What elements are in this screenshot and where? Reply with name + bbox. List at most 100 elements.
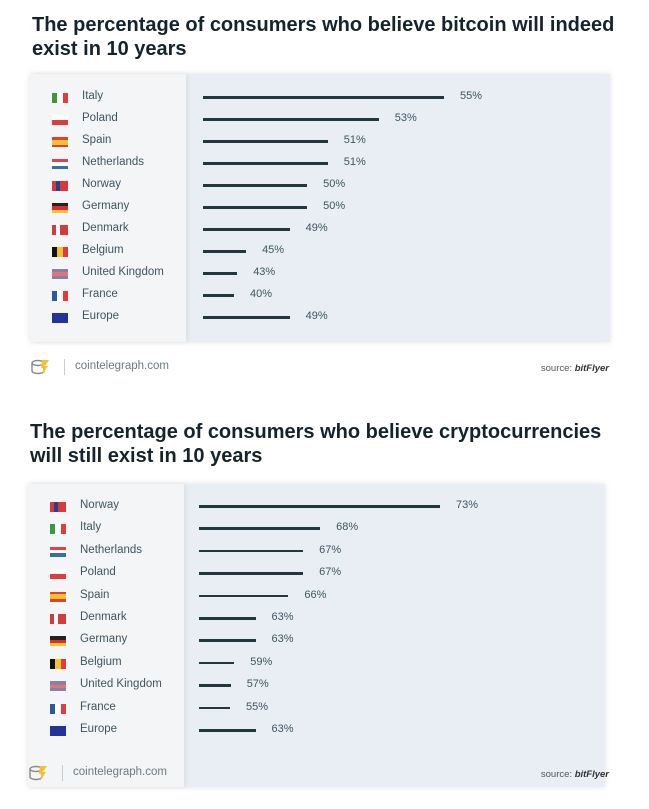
bar-row: Denmark 49% — [30, 218, 610, 240]
category-label: Spain — [82, 134, 112, 146]
bar — [199, 594, 289, 598]
bar-row: Spain 51% — [30, 130, 610, 152]
source-name: bitFlyer — [574, 363, 609, 374]
flag-icon-gb — [52, 269, 68, 279]
source-prefix: source: — [540, 769, 573, 780]
value-label: 50% — [323, 178, 346, 190]
flag-icon-eu — [50, 726, 66, 736]
category-label: Germany — [82, 200, 130, 212]
category-label: Denmark — [80, 611, 127, 623]
bar-row: Norway 73% — [28, 495, 605, 517]
bar-row: Italy 55% — [30, 86, 610, 108]
category-label: United Kingdom — [80, 678, 162, 691]
bar-row: Spain 66% — [28, 585, 605, 607]
bar — [199, 684, 231, 687]
category-label: Europe — [82, 310, 120, 322]
bar-row: France 55% — [28, 697, 605, 719]
bar — [203, 228, 290, 231]
value-label: 53% — [394, 112, 417, 124]
source-label: source: bitFlyer — [541, 363, 609, 374]
bar — [199, 572, 304, 575]
bar-row: Europe 63% — [28, 719, 605, 741]
flag-icon-pl — [50, 569, 66, 580]
source-label: source: bitFlyer — [541, 769, 609, 780]
value-label: 63% — [271, 611, 294, 623]
flag-icon-pl — [52, 115, 68, 125]
bar-row: United Kingdom 57% — [28, 674, 605, 696]
chart-title: The percentage of consumers who believe … — [30, 421, 602, 467]
value-label: 50% — [323, 200, 346, 212]
bar-row: Denmark 63% — [28, 607, 605, 629]
chart-footer: cointelegraph.com source: bitFlyer — [28, 763, 609, 787]
value-label: 45% — [262, 244, 285, 256]
source-name: bitFlyer — [574, 769, 609, 780]
category-label: United Kingdom — [82, 266, 164, 278]
value-label: 68% — [336, 521, 359, 534]
chart-title: The percentage of consumers who believe … — [32, 14, 615, 60]
chart-card: Norway 73% Italy 68% Netherlands 67% Poland 67%… — [28, 484, 605, 787]
flag-icon-de — [52, 203, 68, 213]
value-label: 51% — [343, 134, 366, 146]
flag-icon-es — [52, 137, 68, 147]
flag-icon-no — [52, 181, 68, 191]
category-label: Italy — [82, 90, 104, 102]
flag-icon-be — [52, 247, 68, 257]
category-label: France — [82, 288, 118, 300]
category-label: Europe — [80, 723, 118, 735]
value-label: 49% — [305, 222, 328, 234]
bar-row: Netherlands 67% — [28, 540, 605, 562]
bar — [199, 639, 256, 642]
value-label: 59% — [250, 655, 273, 668]
bar — [203, 96, 444, 99]
category-label: France — [80, 700, 116, 713]
flag-icon-nl — [50, 546, 66, 557]
bar-row: Italy 68% — [28, 517, 605, 539]
divider — [64, 359, 65, 375]
bar-row: Belgium 45% — [30, 240, 610, 262]
value-label: 40% — [250, 288, 273, 300]
value-label: 57% — [246, 678, 269, 691]
bar-row: Germany 63% — [28, 629, 605, 651]
divider — [62, 765, 63, 781]
value-label: 73% — [456, 499, 479, 511]
source-prefix: source: — [540, 363, 573, 374]
flag-icon-es — [50, 591, 66, 602]
flag-icon-fr — [50, 703, 66, 714]
flag-icon-be — [50, 658, 66, 669]
value-label: 67% — [319, 566, 342, 579]
chart-crypto: The percentage of consumers who believe … — [0, 400, 649, 809]
bar — [199, 706, 230, 710]
bar-row: Germany 50% — [30, 196, 610, 218]
legend-panel — [28, 484, 184, 787]
category-label: Poland — [80, 566, 116, 579]
category-label: Italy — [80, 521, 102, 534]
bar-row: France 40% — [30, 284, 610, 306]
value-label: 49% — [305, 310, 328, 322]
category-label: Netherlands — [82, 156, 145, 168]
flag-icon-it — [52, 93, 68, 103]
chart-footer: cointelegraph.com source: bitFlyer — [30, 357, 609, 381]
category-label: Poland — [82, 112, 118, 124]
bar-row: Norway 50% — [30, 174, 610, 196]
chart-bitcoin: The percentage of consumers who believe … — [0, 0, 649, 400]
flag-icon-de — [50, 636, 66, 647]
value-label: 55% — [246, 700, 269, 713]
flag-icon-dk — [50, 614, 66, 624]
flag-icon-it — [50, 524, 66, 535]
flag-icon-nl — [52, 159, 68, 169]
bar — [203, 184, 308, 187]
bar — [199, 729, 256, 732]
flag-icon-eu — [52, 313, 68, 323]
bar — [203, 272, 238, 275]
flag-icon-fr — [52, 291, 68, 301]
site-link[interactable]: cointelegraph.com — [73, 766, 167, 778]
bar-row: Netherlands 51% — [30, 152, 610, 174]
cointelegraph-logo-icon — [28, 763, 48, 783]
category-label: Denmark — [82, 222, 129, 234]
category-label: Germany — [80, 633, 128, 646]
bar — [203, 206, 308, 209]
site-link[interactable]: cointelegraph.com — [75, 360, 169, 372]
chart-card: Italy 55% Poland 53% Spain 51% Netherlands 51% N… — [30, 74, 610, 342]
category-label: Belgium — [82, 244, 124, 256]
category-label: Belgium — [80, 655, 122, 668]
